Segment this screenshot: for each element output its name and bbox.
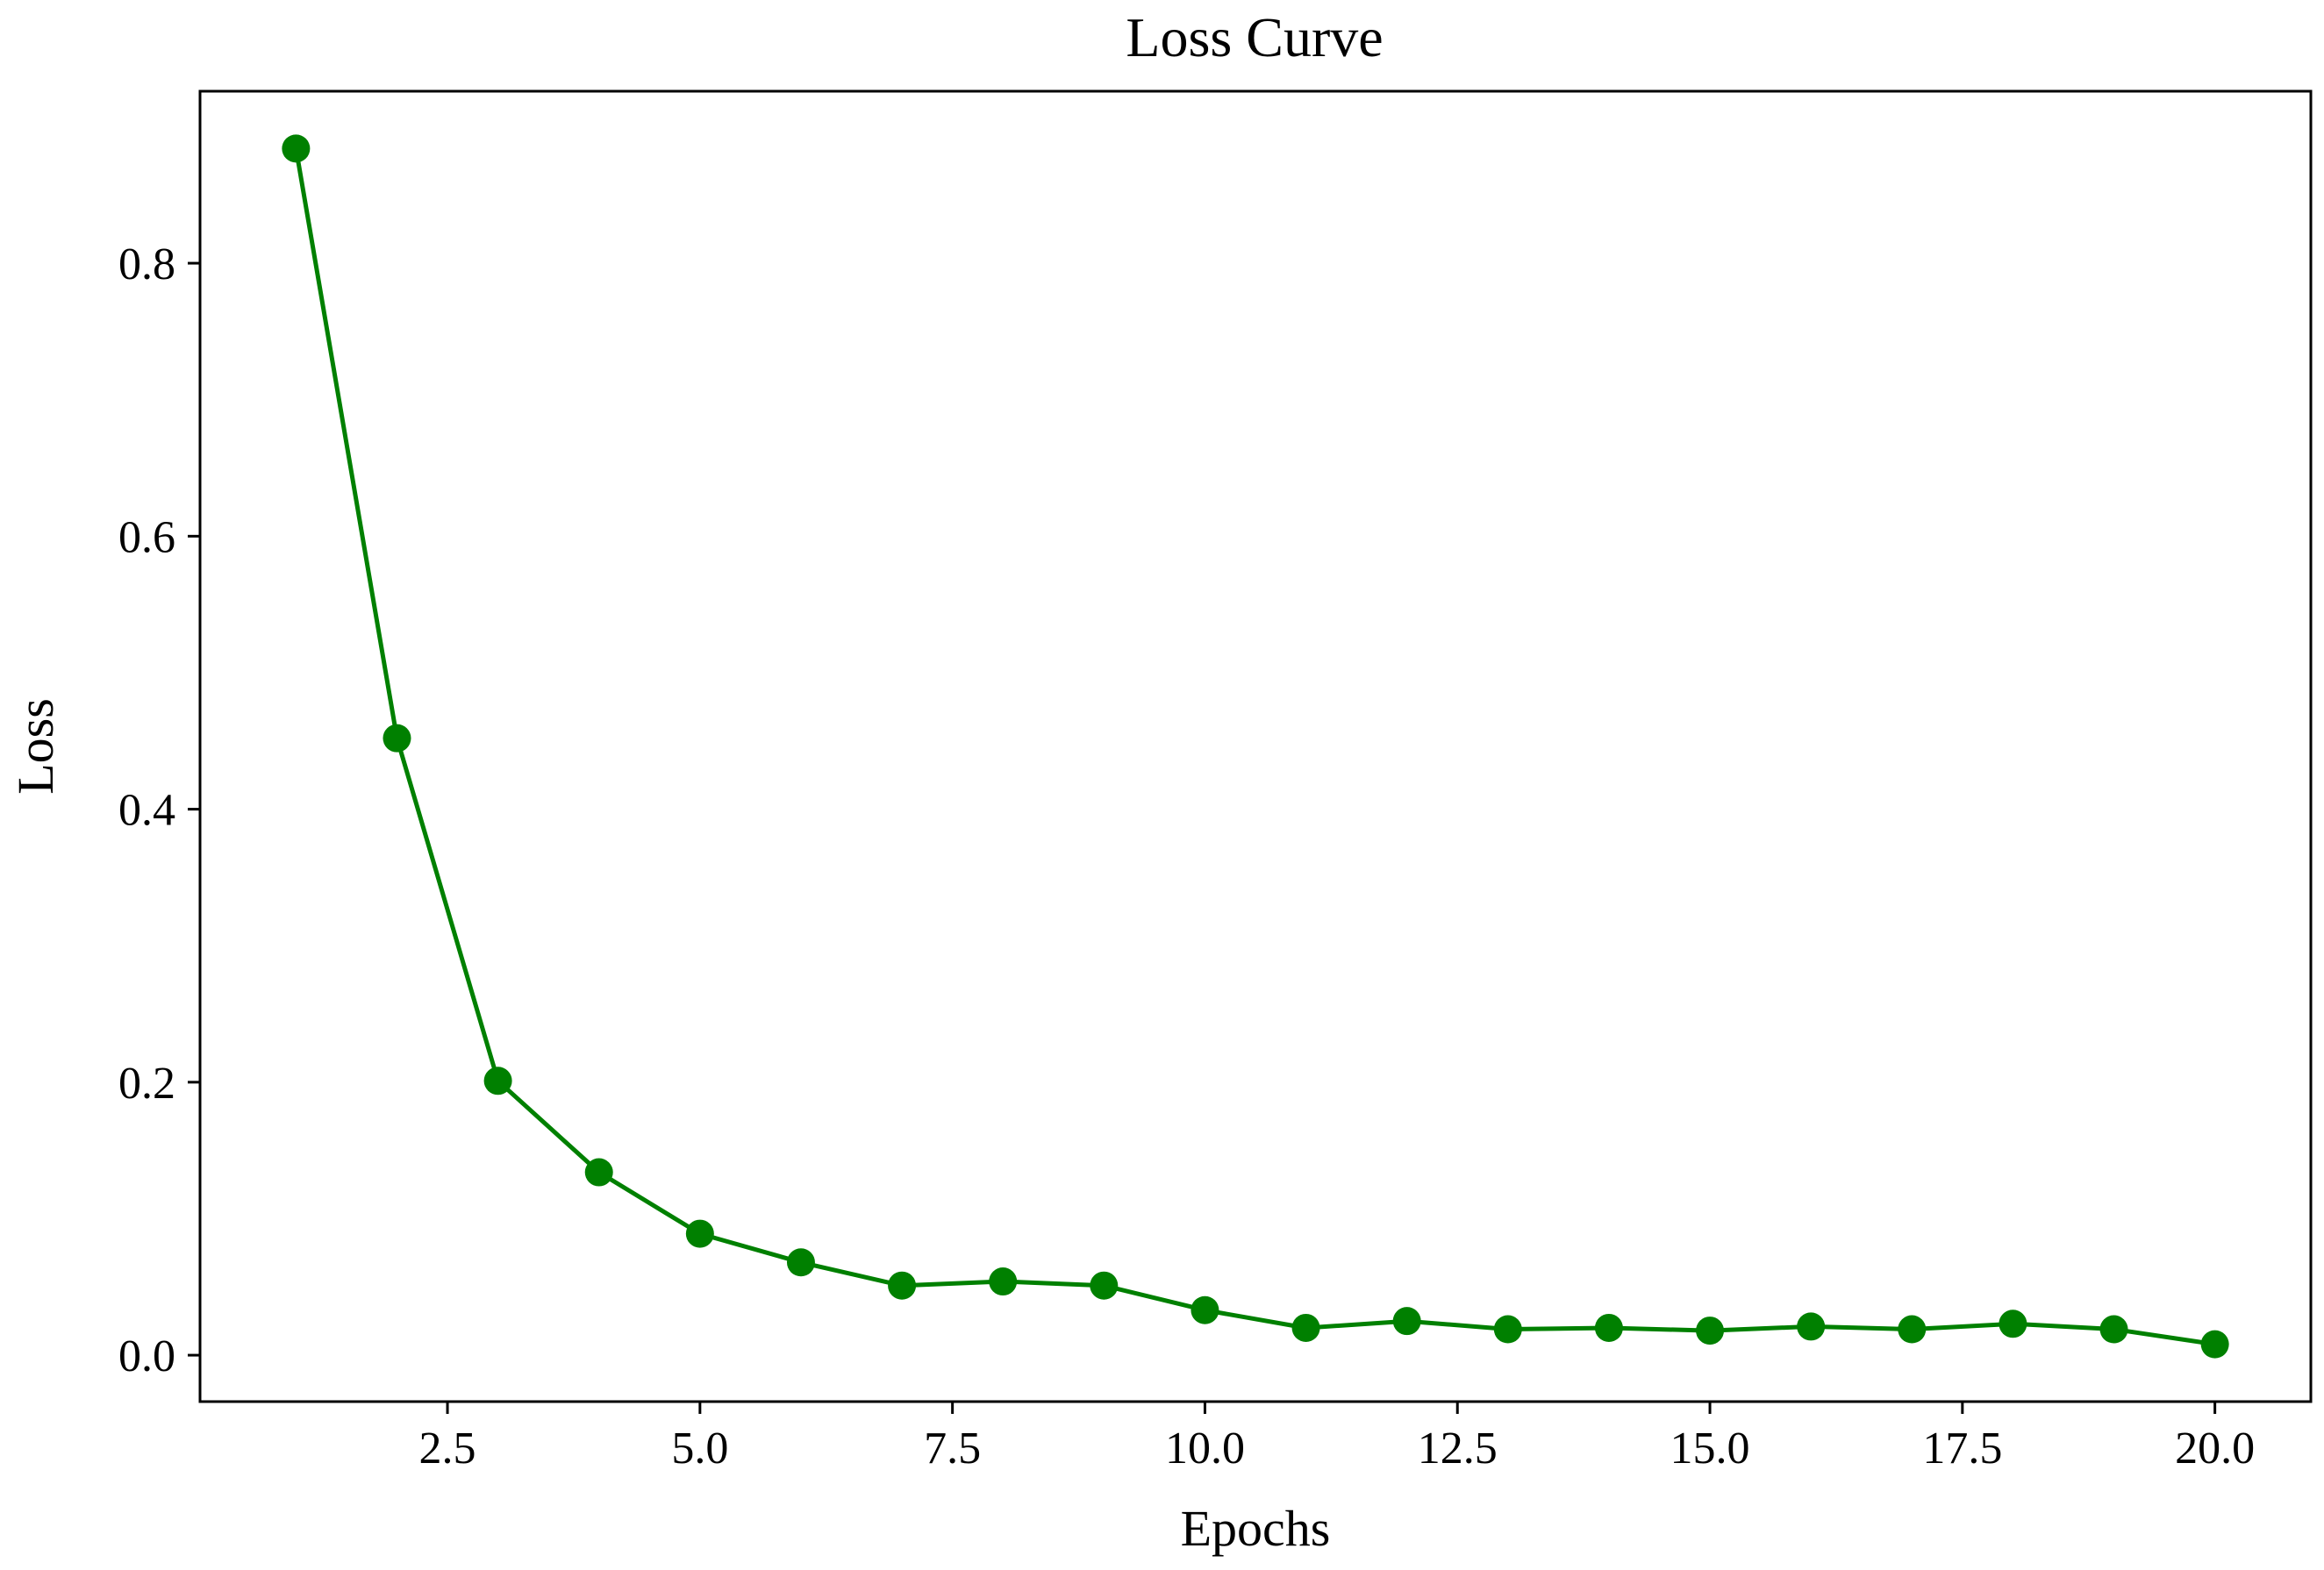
loss-point	[383, 724, 411, 753]
loss-point	[1392, 1307, 1421, 1336]
loss-point	[2099, 1315, 2128, 1344]
x-tick-label: 20.0	[2175, 1424, 2255, 1474]
loss-point	[888, 1271, 917, 1300]
loss-point	[1090, 1271, 1119, 1300]
y-tick-label: 0.4	[118, 786, 175, 836]
loss-point	[1191, 1295, 1219, 1324]
x-axis-label: Epochs	[1181, 1500, 1331, 1557]
x-tick-label: 10.0	[1165, 1424, 1245, 1474]
loss-point	[1291, 1313, 1320, 1342]
x-tick-label: 5.0	[671, 1424, 728, 1474]
plot-frame	[198, 89, 2313, 1403]
loss-point	[989, 1267, 1018, 1296]
loss-point	[1898, 1315, 1927, 1344]
loss-point	[1696, 1317, 1725, 1345]
x-tick-label: 15.0	[1670, 1424, 1750, 1474]
loss-point	[584, 1158, 613, 1187]
x-axis-ticks: 2.5 5.0 7.5 10.0 12.5 15.0 17.5 20.0	[419, 1402, 2255, 1474]
series-layer	[282, 134, 2229, 1359]
y-tick-label: 0.0	[118, 1331, 175, 1381]
loss-point	[483, 1067, 512, 1095]
loss-point	[1797, 1312, 1826, 1341]
plot-area	[198, 89, 2313, 1403]
y-axis-label: Loss	[7, 698, 64, 795]
y-tick-label: 0.6	[118, 512, 175, 562]
x-tick-label: 12.5	[1418, 1424, 1498, 1474]
loss-point	[2200, 1330, 2229, 1359]
loss-point	[1594, 1313, 1623, 1342]
y-tick-label: 0.8	[118, 239, 175, 289]
loss-line	[293, 147, 2215, 1347]
loss-point	[282, 134, 311, 163]
x-tick-label: 7.5	[924, 1424, 981, 1474]
loss-point	[1999, 1310, 2027, 1338]
loss-point	[685, 1219, 714, 1248]
loss-point	[786, 1248, 815, 1277]
x-tick-label: 2.5	[419, 1424, 476, 1474]
loss-point	[1493, 1315, 1522, 1344]
x-tick-label: 17.5	[1922, 1424, 2002, 1474]
y-tick-label: 0.2	[118, 1059, 175, 1109]
chart-title: Loss Curve	[1126, 6, 1383, 68]
y-axis-ticks: 0.0 0.2 0.4 0.6 0.8	[118, 239, 200, 1381]
